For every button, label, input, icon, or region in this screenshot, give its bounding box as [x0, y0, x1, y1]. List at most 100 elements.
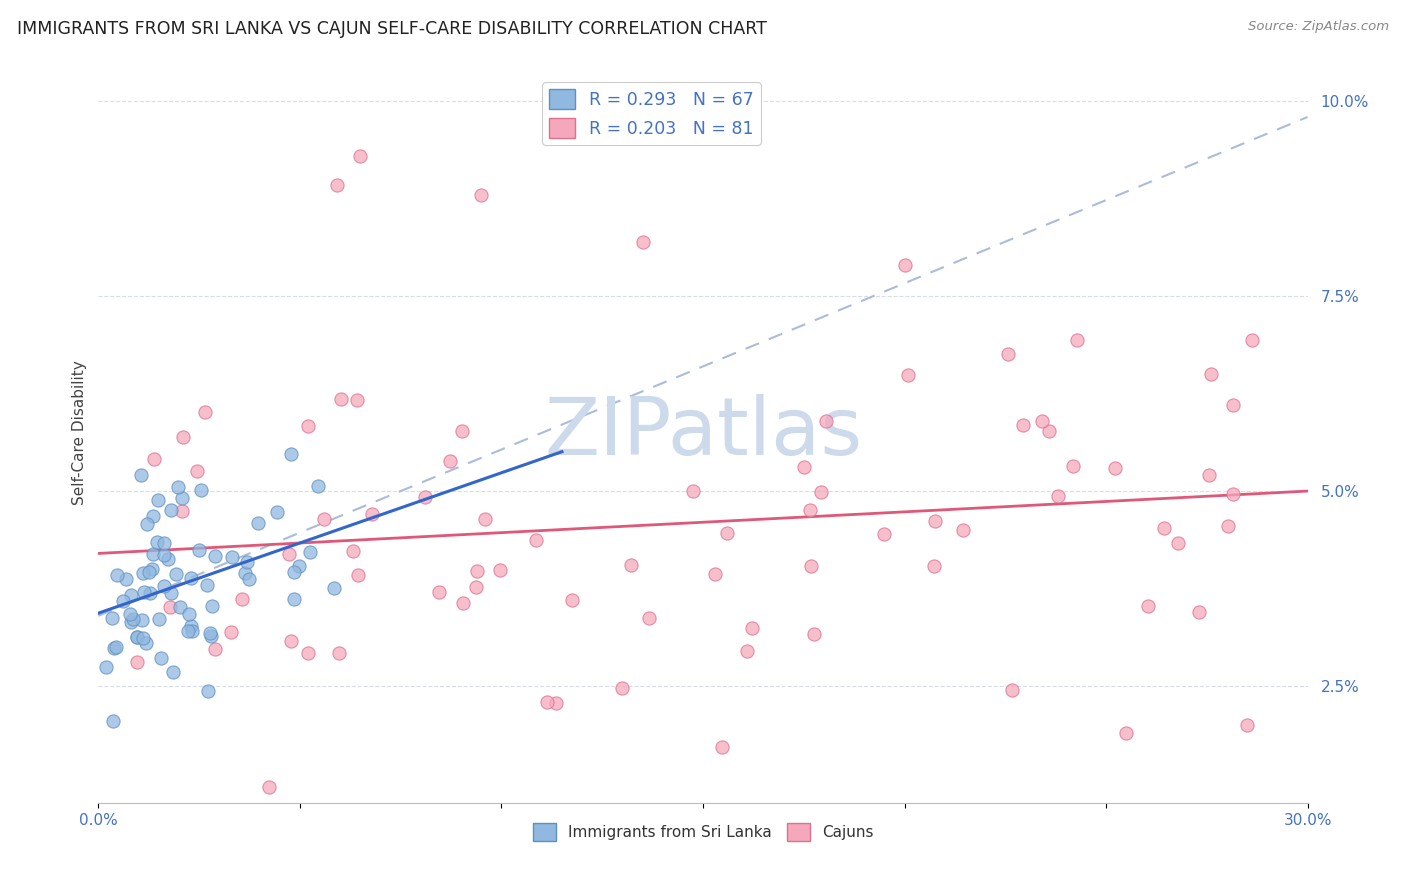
Point [326, 178, 349, 192]
Point [153, 548, 176, 562]
Point [131, 614, 153, 628]
Point [146, 492, 169, 507]
Point [111, 594, 134, 608]
Point [1062, 458, 1084, 473]
Point [120, 615, 142, 630]
Point [120, 589, 142, 603]
Y-axis label: Self-Care Disability: Self-Care Disability [72, 360, 87, 505]
Point [1222, 398, 1244, 412]
Point [180, 571, 202, 585]
Point [160, 586, 183, 600]
Point [1198, 467, 1220, 482]
Point [266, 505, 288, 519]
Point [132, 631, 155, 645]
Point [280, 633, 302, 648]
Point [1153, 521, 1175, 535]
Point [96, 660, 118, 674]
Point [1136, 599, 1159, 614]
Point [125, 656, 148, 670]
Point [329, 392, 352, 407]
Point [489, 563, 512, 577]
Point [704, 566, 727, 581]
Point [682, 483, 704, 498]
Point [307, 479, 329, 493]
Point [160, 503, 183, 517]
Point [162, 665, 184, 680]
Point [105, 567, 128, 582]
Point [465, 565, 488, 579]
Point [741, 621, 763, 635]
Point [1236, 718, 1258, 732]
Point [288, 559, 311, 574]
Point [233, 566, 256, 581]
Text: IMMIGRANTS FROM SRI LANKA VS CAJUN SELF-CARE DISABILITY CORRELATION CHART: IMMIGRANTS FROM SRI LANKA VS CAJUN SELF-… [17, 20, 766, 37]
Point [474, 512, 496, 526]
Point [135, 636, 157, 650]
Point [451, 596, 474, 610]
Point [439, 454, 461, 468]
Point [236, 555, 259, 569]
Point [195, 578, 218, 592]
Point [873, 527, 896, 541]
Point [180, 619, 202, 633]
Point [810, 485, 832, 500]
Point [197, 684, 219, 698]
Point [1104, 460, 1126, 475]
Point [1066, 333, 1088, 347]
Point [297, 646, 319, 660]
Point [186, 464, 208, 478]
Point [118, 607, 141, 621]
Text: Source: ZipAtlas.com: Source: ZipAtlas.com [1249, 20, 1389, 33]
Point [737, 643, 759, 657]
Point [1046, 489, 1069, 503]
Point [346, 567, 368, 582]
Point [152, 579, 174, 593]
Point [620, 558, 643, 572]
Point [141, 562, 163, 576]
Point [177, 624, 200, 638]
Point [159, 600, 181, 615]
Point [465, 580, 488, 594]
Point [536, 695, 558, 709]
Point [129, 468, 152, 483]
Point [1222, 487, 1244, 501]
Point [190, 483, 212, 498]
Point [169, 600, 191, 615]
Point [101, 611, 124, 625]
Point [139, 585, 162, 599]
Point [103, 641, 125, 656]
Point [259, 780, 281, 795]
Point [524, 533, 547, 548]
Point [803, 627, 825, 641]
Point [246, 516, 269, 530]
Point [114, 572, 136, 586]
Point [1218, 519, 1240, 533]
Point [924, 514, 946, 528]
Point [238, 572, 260, 586]
Point [922, 559, 945, 574]
Point [138, 566, 160, 580]
Legend: Immigrants from Sri Lanka, Cajuns: Immigrants from Sri Lanka, Cajuns [526, 817, 880, 847]
Point [1115, 725, 1137, 739]
Point [893, 258, 915, 272]
Point [298, 544, 321, 558]
Point [198, 625, 221, 640]
Text: ZIPatlas: ZIPatlas [544, 393, 862, 472]
Point [346, 392, 368, 407]
Point [125, 630, 148, 644]
Point [179, 607, 201, 622]
Point [219, 624, 242, 639]
Point [127, 630, 149, 644]
Point [143, 452, 166, 467]
Point [201, 599, 224, 613]
Point [297, 419, 319, 434]
Point [132, 566, 155, 581]
Point [470, 188, 492, 202]
Point [204, 549, 226, 563]
Point [150, 650, 173, 665]
Point [314, 512, 336, 526]
Point [156, 552, 179, 566]
Point [172, 430, 194, 444]
Point [136, 516, 159, 531]
Point [122, 612, 145, 626]
